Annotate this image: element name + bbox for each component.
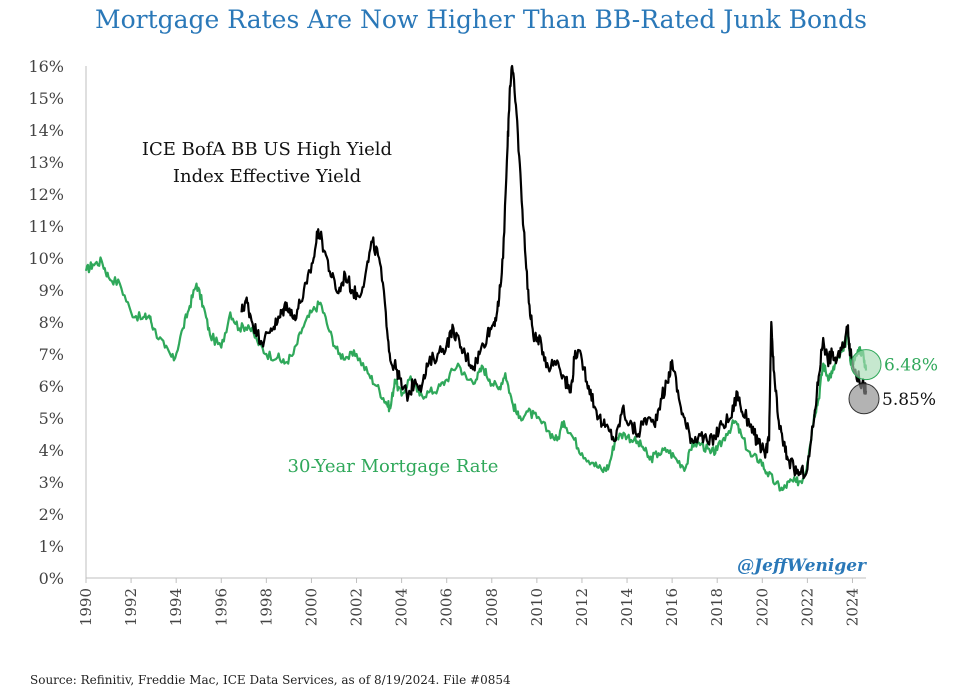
x-tick-label: 1998 bbox=[257, 588, 275, 626]
x-tick-label: 1994 bbox=[167, 588, 185, 626]
y-tick-label: 3% bbox=[39, 473, 64, 492]
y-axis: 0% 1% 2% 3% 4% 5% 6% 7% 8% 9% 10% 11% 12% 13% 14% 15% 16… bbox=[28, 57, 64, 588]
bb-yield-line bbox=[240, 64, 868, 480]
x-tick-label: 1992 bbox=[122, 588, 140, 626]
x-tick-label: 2020 bbox=[753, 588, 771, 626]
y-tick-label: 10% bbox=[28, 249, 64, 268]
x-tick-label: 2008 bbox=[483, 588, 501, 626]
mortgage-end-marker bbox=[850, 349, 882, 381]
mortgage-series-label: 30-Year Mortgage Rate bbox=[288, 456, 499, 477]
source-note: Source: Refinitiv, Freddie Mac, ICE Data… bbox=[30, 673, 511, 687]
x-tick-label: 1990 bbox=[77, 588, 95, 626]
x-tick-label: 2006 bbox=[438, 588, 456, 626]
x-tick-label: 2018 bbox=[708, 588, 726, 626]
y-tick-label: 8% bbox=[39, 313, 64, 332]
x-tick-label: 2002 bbox=[348, 588, 366, 626]
y-tick-label: 11% bbox=[28, 217, 64, 236]
y-tick-label: 7% bbox=[39, 345, 64, 364]
y-tick-label: 6% bbox=[39, 377, 64, 396]
mortgage-rate-line bbox=[84, 256, 868, 492]
x-tick-label: 2022 bbox=[798, 588, 816, 626]
x-tick-label: 2014 bbox=[618, 588, 636, 626]
series-lines bbox=[84, 64, 868, 492]
x-tick-label: 2016 bbox=[663, 588, 681, 626]
y-tick-label: 4% bbox=[39, 441, 64, 460]
x-tick-label: 1996 bbox=[212, 588, 230, 626]
series-labels: ICE BofA BB US High Yield Index Effective… bbox=[142, 139, 499, 477]
plot-area bbox=[85, 66, 866, 579]
y-tick-label: 13% bbox=[28, 153, 64, 172]
y-tick-label: 9% bbox=[39, 281, 64, 300]
bb-yield-series-label: ICE BofA BB US High Yield bbox=[142, 139, 392, 160]
x-tick-label: 2010 bbox=[528, 588, 546, 626]
y-tick-label: 0% bbox=[39, 569, 64, 588]
x-tick-label: 2012 bbox=[573, 588, 591, 626]
x-tick-label: 2004 bbox=[393, 588, 411, 626]
y-tick-label: 16% bbox=[28, 57, 64, 76]
y-tick-label: 12% bbox=[28, 185, 64, 204]
bb-yield-end-marker bbox=[848, 383, 880, 415]
y-tick-label: 2% bbox=[39, 505, 64, 524]
bb-yield-end-label: 5.85% bbox=[882, 390, 936, 410]
y-tick-label: 14% bbox=[28, 121, 64, 140]
mortgage-end-label: 6.48% bbox=[884, 356, 938, 376]
credit-label: @JeffWeniger bbox=[737, 556, 867, 576]
x-tick-label: 2000 bbox=[302, 588, 320, 626]
y-tick-label: 1% bbox=[39, 537, 64, 556]
chart-title: Mortgage Rates Are Now Higher Than BB-Ra… bbox=[95, 5, 867, 34]
bb-yield-series-label: Index Effective Yield bbox=[173, 166, 361, 187]
y-tick-label: 15% bbox=[28, 89, 64, 108]
y-tick-label: 5% bbox=[39, 409, 64, 428]
end-markers: 6.48% 5.85% bbox=[848, 349, 938, 415]
x-axis: 1990 1992 1994 1996 1998 2000 2002 2004 2006 2008… bbox=[77, 578, 861, 626]
x-tick-label: 2024 bbox=[843, 588, 861, 626]
